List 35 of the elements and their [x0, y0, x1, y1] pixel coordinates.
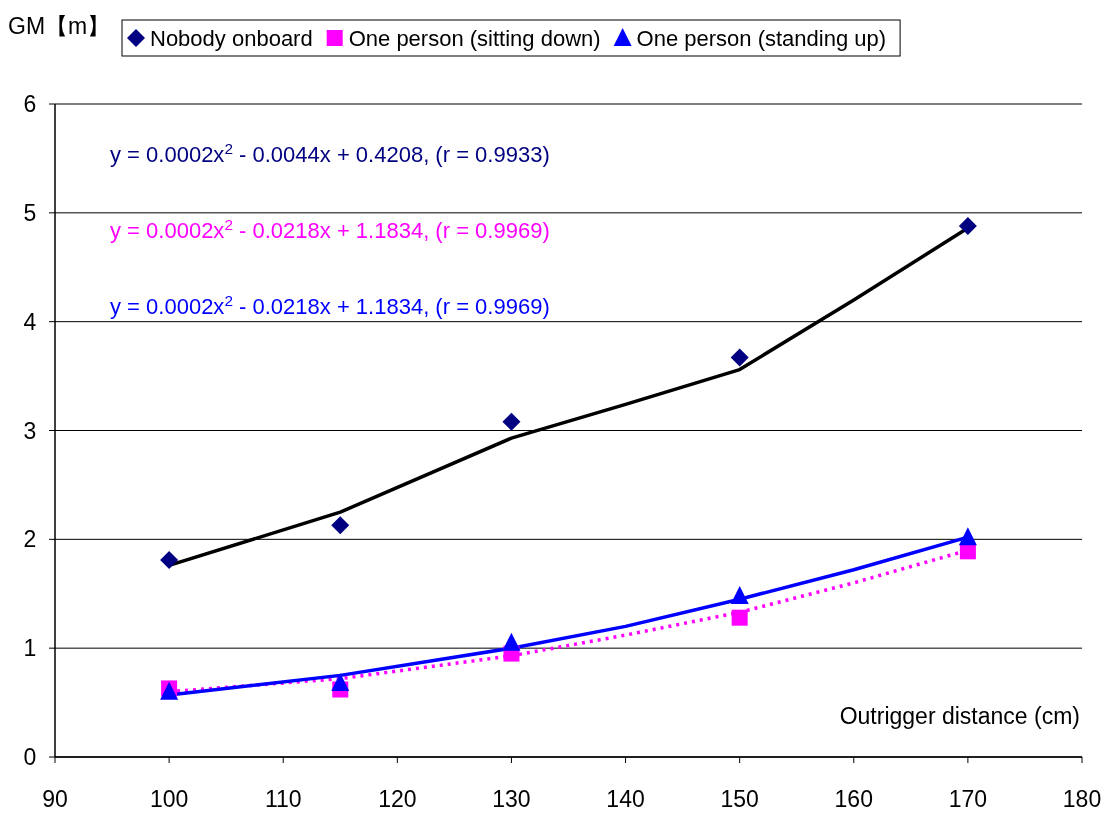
x-axis-title: Outrigger distance (cm)	[839, 703, 1080, 729]
y-tick-label: 3	[23, 417, 37, 444]
x-tick-label: 180	[1062, 786, 1102, 812]
legend-label: One person (sitting down)	[348, 26, 601, 51]
point	[731, 609, 748, 626]
x-tick-label: 100	[149, 786, 189, 812]
x-tick-label: 120	[378, 786, 417, 812]
point	[730, 348, 749, 367]
point	[730, 585, 749, 604]
x-tick-label: 110	[264, 786, 302, 812]
point	[502, 632, 521, 651]
y-tick-label: 6	[23, 91, 37, 117]
x-tick-label: 130	[492, 786, 531, 812]
x-tick-label: 160	[834, 786, 873, 812]
point	[160, 551, 179, 570]
point	[331, 672, 350, 691]
x-tick-label: 170	[948, 786, 988, 812]
y-axis-title: GM【m】	[8, 13, 111, 39]
y-tick-label: 1	[23, 635, 37, 662]
annotation: y = 0.0002x$^{2}$ - 0.0218x + 1.1834, (r = 0.9969)	[110, 215, 550, 243]
y-tick-label: 4	[23, 308, 37, 335]
point	[958, 527, 977, 546]
y-tick-label: 2	[23, 526, 37, 553]
annotation: y = 0.0002x$^{2}$ - 0.0218x + 1.1834, (r = 0.9969)	[110, 291, 550, 319]
point	[958, 216, 977, 235]
point	[502, 412, 521, 431]
y-tick-label: 5	[23, 199, 37, 226]
annotation: y = 0.0002x$^{2}$ - 0.0044x + 0.4208, (r = 0.9933)	[110, 139, 550, 167]
y-tick-label: 0	[23, 744, 37, 770]
legend-label: Nobody onboard	[150, 26, 313, 51]
x-tick-label: 150	[720, 786, 759, 812]
x-tick-label: 90	[42, 786, 68, 812]
legend-label: One person (standing up)	[636, 26, 887, 51]
x-tick-label: 140	[606, 786, 645, 812]
point	[331, 516, 350, 535]
